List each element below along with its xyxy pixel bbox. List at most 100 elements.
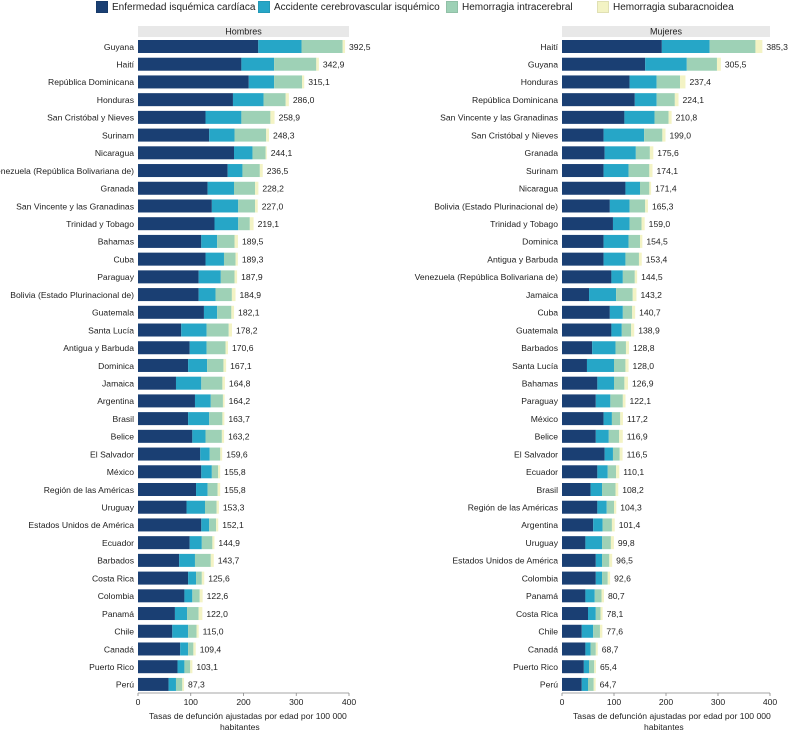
legend-item-ischemic-stroke: Accidente cerebrovascular isquémico: [258, 1, 440, 13]
category-label: República Dominicana: [472, 95, 558, 105]
total-value-label: 87,3: [188, 680, 205, 690]
bar-segment-ischemic-stroke: [603, 128, 645, 142]
bar-row: Chile 77,6: [538, 624, 623, 638]
bar-segment-intracerebral: [608, 429, 620, 443]
bar-segment-intracerebral: [238, 199, 256, 213]
bar-segment-ischemic-stroke: [612, 217, 630, 231]
total-value-label: 128,8: [633, 343, 655, 353]
bar-segment-intracerebral: [611, 412, 621, 426]
bar-segment-intracerebral: [242, 164, 260, 178]
bar-segment-intracerebral: [220, 270, 235, 284]
category-label: Guyana: [104, 42, 134, 52]
bar-row: San Vincente y las Granadinas 227,0: [16, 199, 283, 213]
bar-segment-ischemic-heart: [138, 110, 206, 124]
bar-segment-ischemic-heart: [138, 288, 199, 302]
bar-segment-subarachnoid: [620, 412, 623, 426]
bar-segment-subarachnoid: [599, 624, 603, 638]
bar-segment-intracerebral: [593, 624, 600, 638]
category-label: México: [531, 414, 558, 424]
bar-segment-ischemic-heart: [562, 553, 596, 567]
bar-segment-intracerebral: [606, 500, 614, 514]
bar-segment-intracerebral: [602, 483, 616, 496]
bar-row: Puerto Rico 103,1: [89, 660, 218, 674]
total-value-label: 153,4: [646, 254, 668, 264]
total-value-label: 199,0: [669, 130, 691, 140]
category-label: Nicaragua: [95, 148, 134, 158]
bar-row: Jamaica 164,8: [102, 376, 251, 390]
bar-segment-ischemic-stroke: [595, 571, 603, 585]
bar-segment-intracerebral: [616, 288, 633, 302]
total-value-label: 219,1: [258, 219, 280, 229]
bar-segment-ischemic-stroke: [604, 146, 636, 160]
total-value-label: 153,3: [223, 503, 245, 513]
bar-segment-subarachnoid: [221, 429, 225, 443]
bar-row: Bahamas 189,5: [98, 234, 264, 248]
bar-segment-ischemic-stroke: [177, 660, 185, 674]
bar-segment-subarachnoid: [193, 642, 196, 656]
bar-segment-ischemic-heart: [562, 341, 593, 355]
bar-segment-subarachnoid: [619, 447, 623, 461]
total-value-label: 68,7: [602, 644, 619, 654]
total-value-label: 165,3: [652, 201, 674, 211]
bar-segment-ischemic-stroke: [258, 40, 302, 53]
bar-segment-ischemic-heart: [562, 483, 591, 496]
bar-row: Colombia 92,6: [522, 571, 631, 585]
bar-segment-intracerebral: [614, 358, 626, 372]
category-label: Paraguay: [521, 396, 558, 406]
total-value-label: 128,0: [633, 361, 655, 371]
bar-segment-subarachnoid: [212, 536, 215, 550]
category-label: México: [107, 467, 134, 477]
total-value-label: 178,2: [236, 325, 258, 335]
category-label: Cuba: [113, 254, 134, 264]
category-label: Bolivia (Estado Plurinacional de): [10, 290, 134, 300]
bar-segment-subarachnoid: [218, 465, 221, 479]
bar-segment-ischemic-heart: [562, 536, 586, 550]
bar-segment-ischemic-heart: [562, 500, 598, 514]
bar-segment-subarachnoid: [259, 164, 263, 178]
bar-row: República Dominicana 224,1: [472, 93, 704, 107]
bar-segment-ischemic-stroke: [624, 110, 655, 124]
total-value-label: 159,6: [226, 449, 248, 459]
bar-row: Barbados 143,7: [97, 553, 240, 567]
bar-segment-intracerebral: [607, 465, 617, 479]
category-label: Argentina: [521, 520, 558, 530]
bar-segment-subarachnoid: [255, 181, 259, 195]
bar-segment-ischemic-heart: [562, 57, 646, 71]
x-tick-label: 400: [763, 697, 778, 707]
bar-segment-intracerebral: [184, 660, 191, 674]
bar-segment-subarachnoid: [201, 571, 205, 585]
bar-segment-intracerebral: [209, 518, 217, 532]
category-label: Dominica: [98, 361, 134, 371]
legend-label-ischemic-heart: Enfermedad isquémica cardíaca: [112, 1, 256, 13]
legend-swatch-ischemic-heart: [96, 1, 108, 13]
bar-segment-ischemic-heart: [562, 252, 604, 266]
bar-row: Puerto Rico 65,4: [513, 660, 617, 674]
bar-segment-ischemic-stroke: [172, 624, 189, 638]
category-label: Colombia: [522, 573, 559, 583]
bar-segment-intracerebral: [215, 288, 232, 302]
bar-segment-ischemic-heart: [562, 465, 598, 479]
bar-segment-ischemic-heart: [138, 589, 185, 603]
bar-segment-subarachnoid: [634, 270, 638, 284]
bar-segment-ischemic-stroke: [188, 358, 208, 372]
bar-segment-ischemic-heart: [562, 429, 596, 443]
bar-segment-intracerebral: [201, 376, 223, 390]
total-value-label: 64,7: [600, 680, 617, 690]
bar-segment-subarachnoid: [316, 57, 319, 71]
bar-segment-ischemic-stroke: [590, 483, 603, 496]
bar-segment-intracerebral: [644, 128, 663, 142]
bar-segment-ischemic-stroke: [592, 341, 616, 355]
total-value-label: 122,0: [206, 609, 228, 619]
bar-segment-subarachnoid: [595, 642, 598, 656]
category-label: Perú: [116, 680, 134, 690]
bar-segment-ischemic-heart: [138, 252, 206, 266]
bar-row: Nicaragua 171,4: [519, 181, 677, 195]
x-tick-label: 300: [289, 697, 304, 707]
bar-segment-ischemic-stroke: [184, 589, 193, 603]
bar-segment-ischemic-stroke: [174, 607, 188, 621]
bar-segment-ischemic-heart: [562, 571, 596, 585]
total-value-label: 164,2: [229, 396, 251, 406]
bar-segment-ischemic-heart: [138, 412, 189, 426]
bar-segment-intracerebral: [615, 341, 626, 355]
bar-segment-intracerebral: [263, 93, 286, 107]
